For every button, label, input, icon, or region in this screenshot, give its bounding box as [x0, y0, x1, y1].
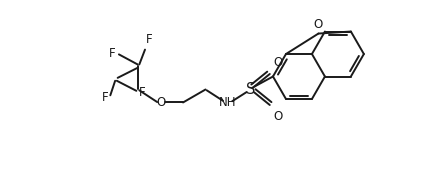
- Text: F: F: [146, 33, 153, 46]
- Text: F: F: [102, 91, 108, 104]
- Text: O: O: [273, 56, 283, 69]
- Text: NH: NH: [219, 96, 237, 109]
- Text: F: F: [139, 86, 146, 99]
- Text: O: O: [273, 110, 283, 123]
- Text: F: F: [108, 47, 115, 60]
- Text: O: O: [314, 18, 323, 31]
- Text: O: O: [156, 96, 165, 109]
- Text: S: S: [246, 82, 255, 97]
